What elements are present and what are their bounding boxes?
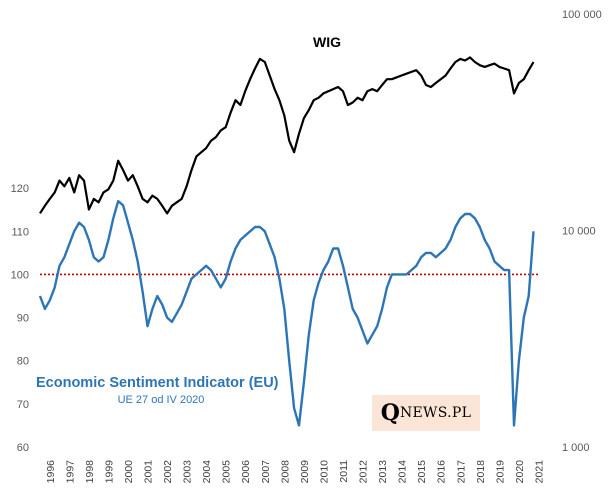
left-tick-label: 110 (11, 226, 29, 238)
logo-text: NEWS.PL (399, 405, 472, 421)
qnews-logo: Q NEWS.PL (372, 395, 480, 431)
left-axis-ticks: 60 70 80 90 100 110 120 (11, 183, 29, 454)
x-tick-label: 2000 (123, 460, 135, 484)
right-tick-label: 10 000 (562, 226, 596, 238)
left-tick-label: 120 (11, 183, 29, 195)
x-tick-label: 2020 (514, 460, 526, 484)
x-tick-label: 2015 (416, 460, 428, 484)
x-tick-label: 2009 (299, 460, 311, 484)
x-tick-label: 2005 (221, 460, 233, 484)
x-tick-label: 2003 (182, 460, 194, 484)
x-tick-label: 2019 (494, 460, 506, 484)
x-tick-label: 2007 (260, 460, 272, 484)
esi-label: Economic Sentiment Indicator (EU) (36, 375, 279, 391)
x-tick-label: 2011 (338, 460, 350, 483)
right-tick-label: 1 000 (562, 442, 590, 454)
logo-initial: Q (380, 400, 400, 426)
x-tick-label: 2008 (279, 460, 291, 484)
wig-label: WIG (313, 34, 341, 50)
esi-series-line (38, 199, 535, 427)
x-tick-label: 2017 (455, 460, 467, 484)
x-tick-label: 2021 (533, 460, 545, 484)
right-tick-label: 100 000 (562, 9, 602, 21)
left-tick-label: 80 (17, 356, 29, 368)
wig-series-line (39, 56, 535, 215)
x-tick-label: 2004 (201, 460, 213, 484)
x-tick-label: 2013 (377, 460, 389, 484)
x-tick-label: 2018 (475, 460, 487, 484)
esi-subtitle: UE 27 od IV 2020 (118, 394, 205, 406)
x-tick-label: 2010 (318, 460, 330, 484)
x-tick-label: 2014 (397, 460, 409, 484)
x-tick-label: 2012 (358, 460, 370, 484)
x-axis-ticks: 1996 1997 1998 1999 2000 2001 2002 2003 2004 2005… (45, 460, 546, 484)
right-axis-ticks: 1 000 10 000 100 000 (562, 9, 602, 454)
x-tick-label: 2002 (162, 460, 174, 484)
left-tick-label: 100 (11, 269, 29, 281)
x-tick-label: 2001 (143, 460, 155, 484)
x-tick-label: 1999 (103, 460, 115, 484)
left-tick-label: 60 (17, 442, 29, 454)
left-tick-label: 70 (17, 399, 29, 411)
x-tick-label: 2016 (436, 460, 448, 484)
left-tick-label: 90 (17, 313, 29, 325)
x-tick-label: 2006 (240, 460, 252, 484)
x-tick-label: 1998 (84, 460, 96, 484)
x-tick-label: 1996 (45, 460, 57, 484)
x-tick-label: 1997 (64, 460, 76, 484)
